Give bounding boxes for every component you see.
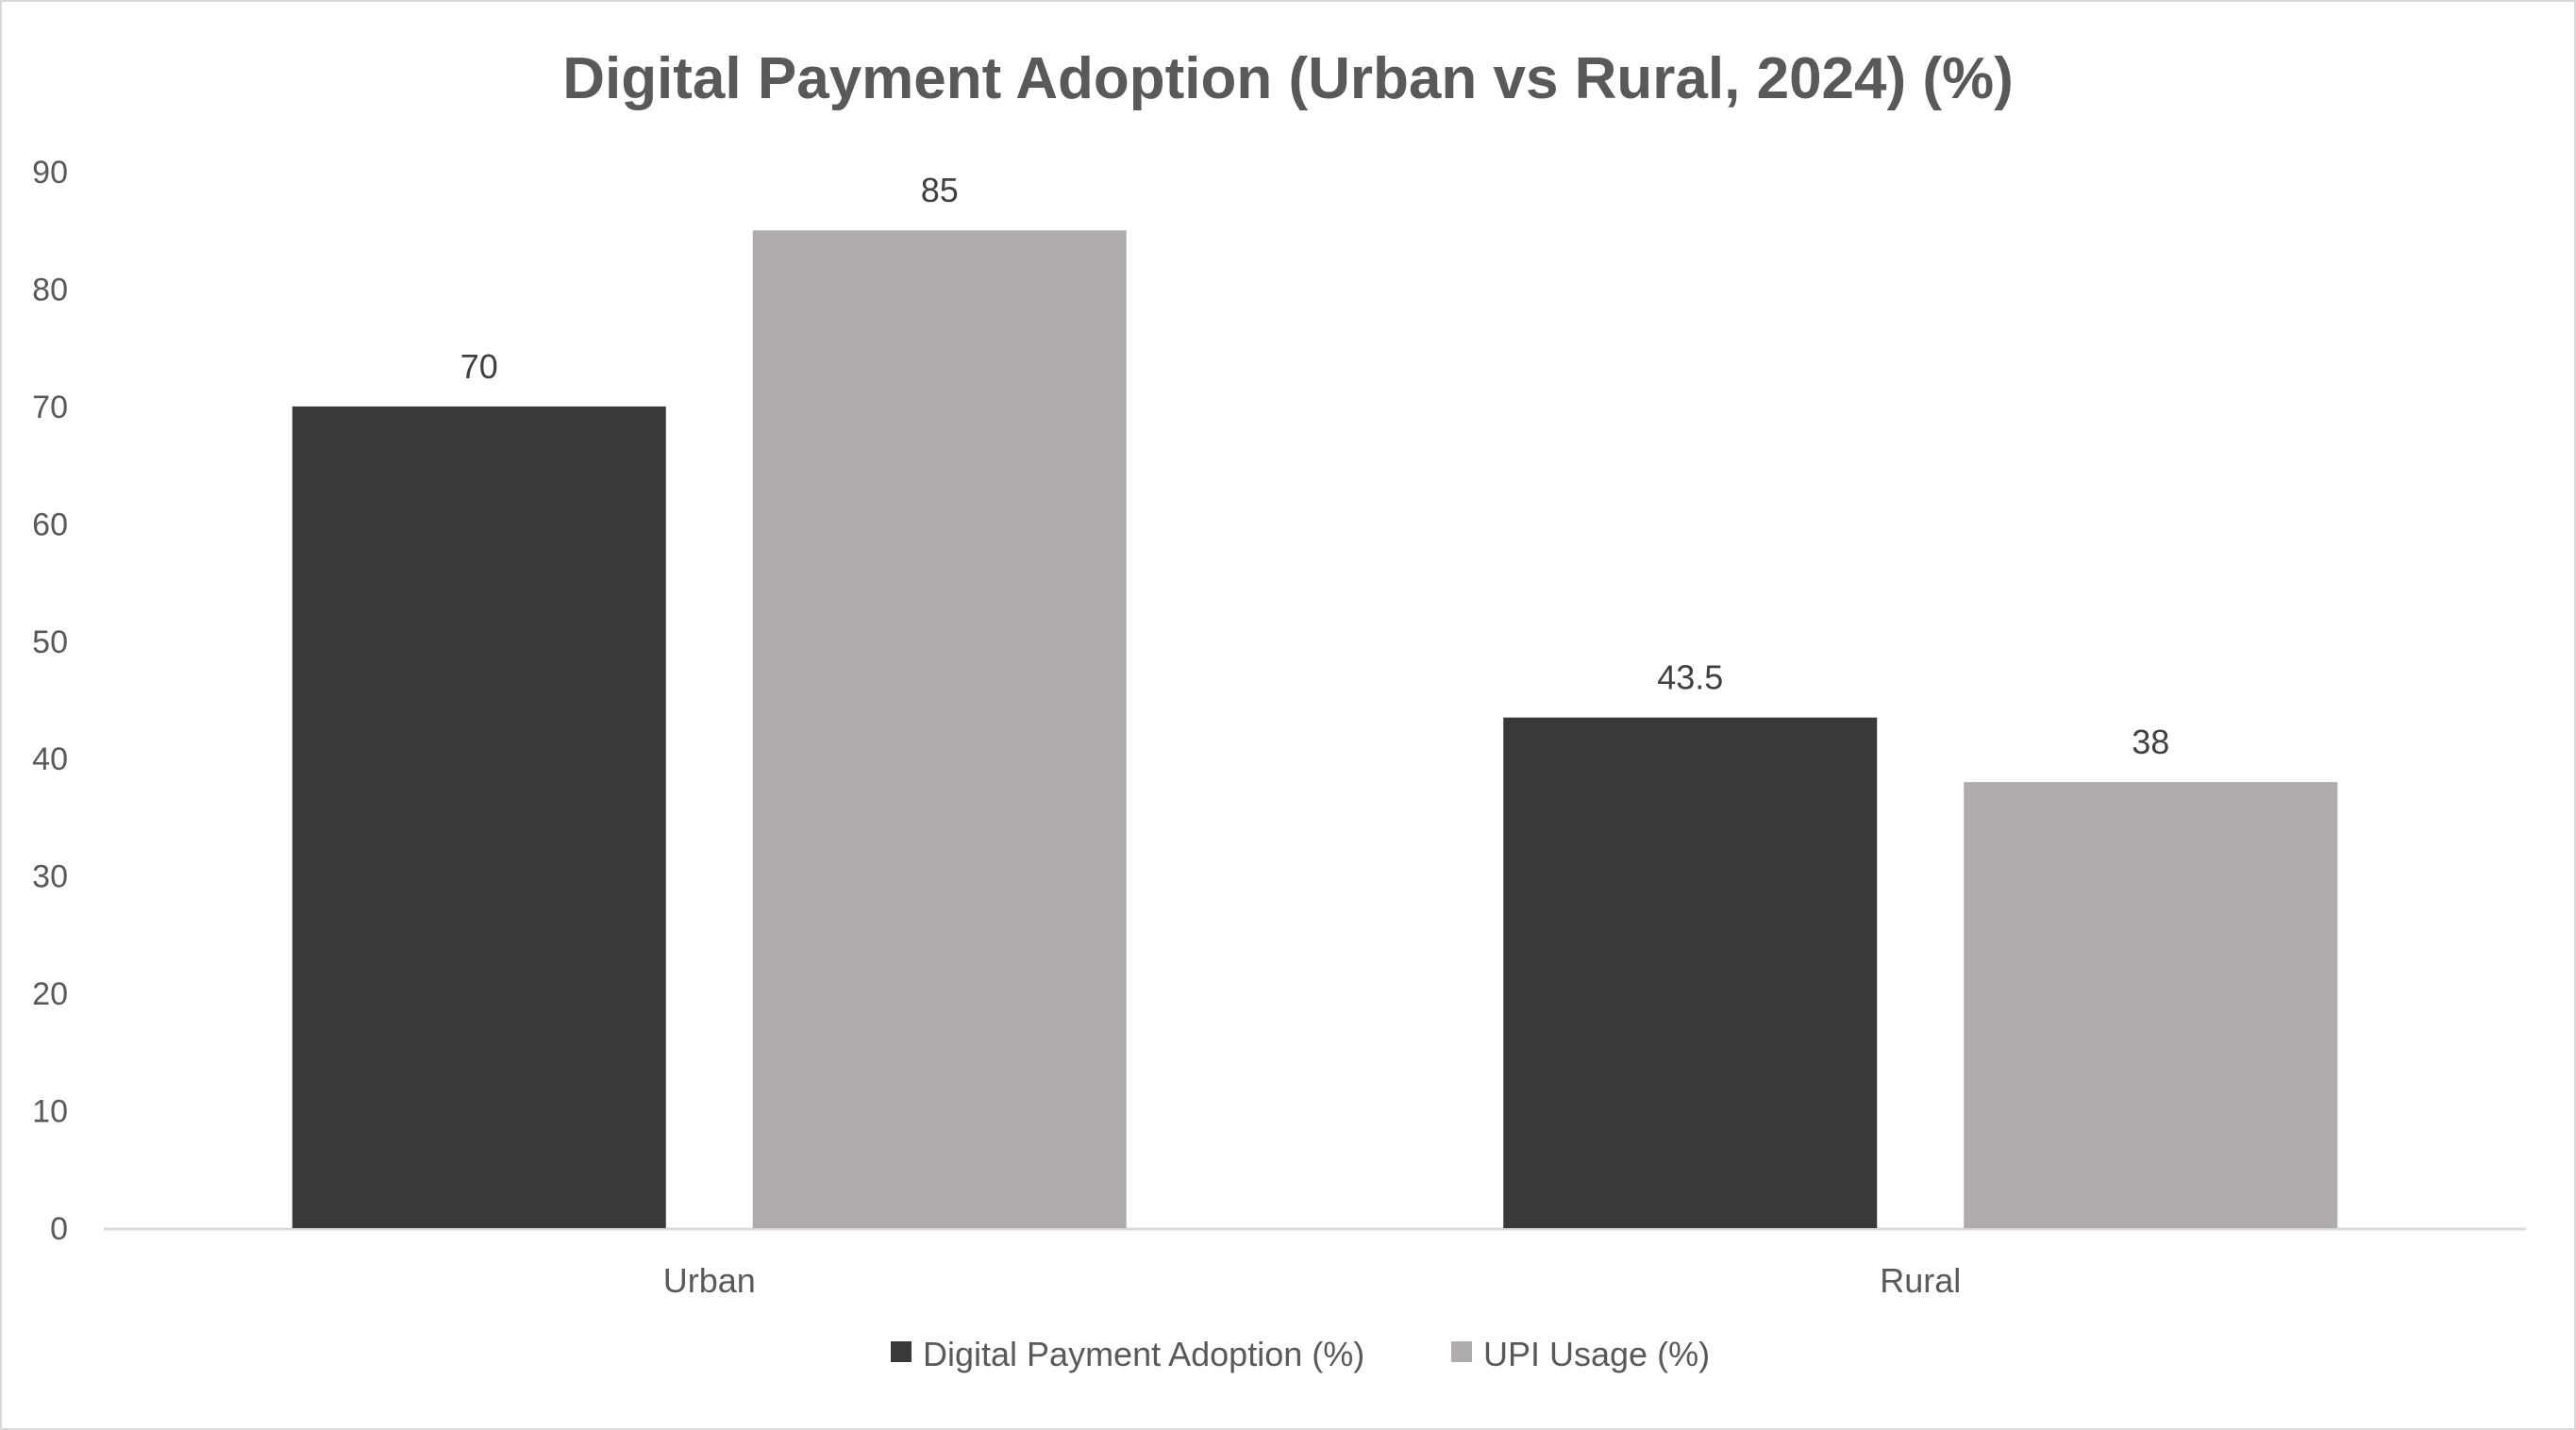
legend-label: UPI Usage (%) bbox=[1483, 1335, 1710, 1373]
data-label: 85 bbox=[921, 171, 959, 209]
y-tick-label: 20 bbox=[32, 976, 68, 1012]
bar bbox=[1964, 782, 2338, 1228]
y-tick-label: 90 bbox=[32, 155, 68, 191]
x-axis: Urban Rural bbox=[104, 1227, 2526, 1300]
y-tick-label: 80 bbox=[32, 272, 68, 308]
bar bbox=[752, 230, 1127, 1229]
bars-group bbox=[292, 230, 2338, 1229]
y-tick-label: 70 bbox=[32, 390, 68, 425]
y-tick-label: 0 bbox=[50, 1211, 68, 1247]
data-label: 70 bbox=[460, 347, 498, 386]
data-label: 38 bbox=[2132, 723, 2169, 761]
legend-swatch bbox=[891, 1341, 912, 1362]
x-tick-label: Urban bbox=[663, 1261, 756, 1300]
y-axis: 0 10 20 30 40 50 60 70 80 90 bbox=[32, 155, 68, 1247]
chart-title: Digital Payment Adoption (Urban vs Rural… bbox=[562, 46, 2014, 111]
y-tick-label: 50 bbox=[32, 624, 68, 660]
y-tick-label: 30 bbox=[32, 859, 68, 895]
legend-label: Digital Payment Adoption (%) bbox=[923, 1335, 1364, 1373]
y-tick-label: 10 bbox=[32, 1094, 68, 1130]
bar bbox=[292, 406, 666, 1228]
y-tick-label: 40 bbox=[32, 741, 68, 777]
data-labels-group: 70 85 43.5 38 bbox=[460, 171, 2170, 761]
data-label: 43.5 bbox=[1657, 658, 1723, 697]
legend-swatch bbox=[1451, 1341, 1472, 1362]
bar bbox=[1503, 717, 1878, 1228]
legend: Digital Payment Adoption (%) UPI Usage (%… bbox=[891, 1335, 1710, 1373]
x-tick-label: Rural bbox=[1880, 1261, 1961, 1300]
y-tick-label: 60 bbox=[32, 507, 68, 542]
